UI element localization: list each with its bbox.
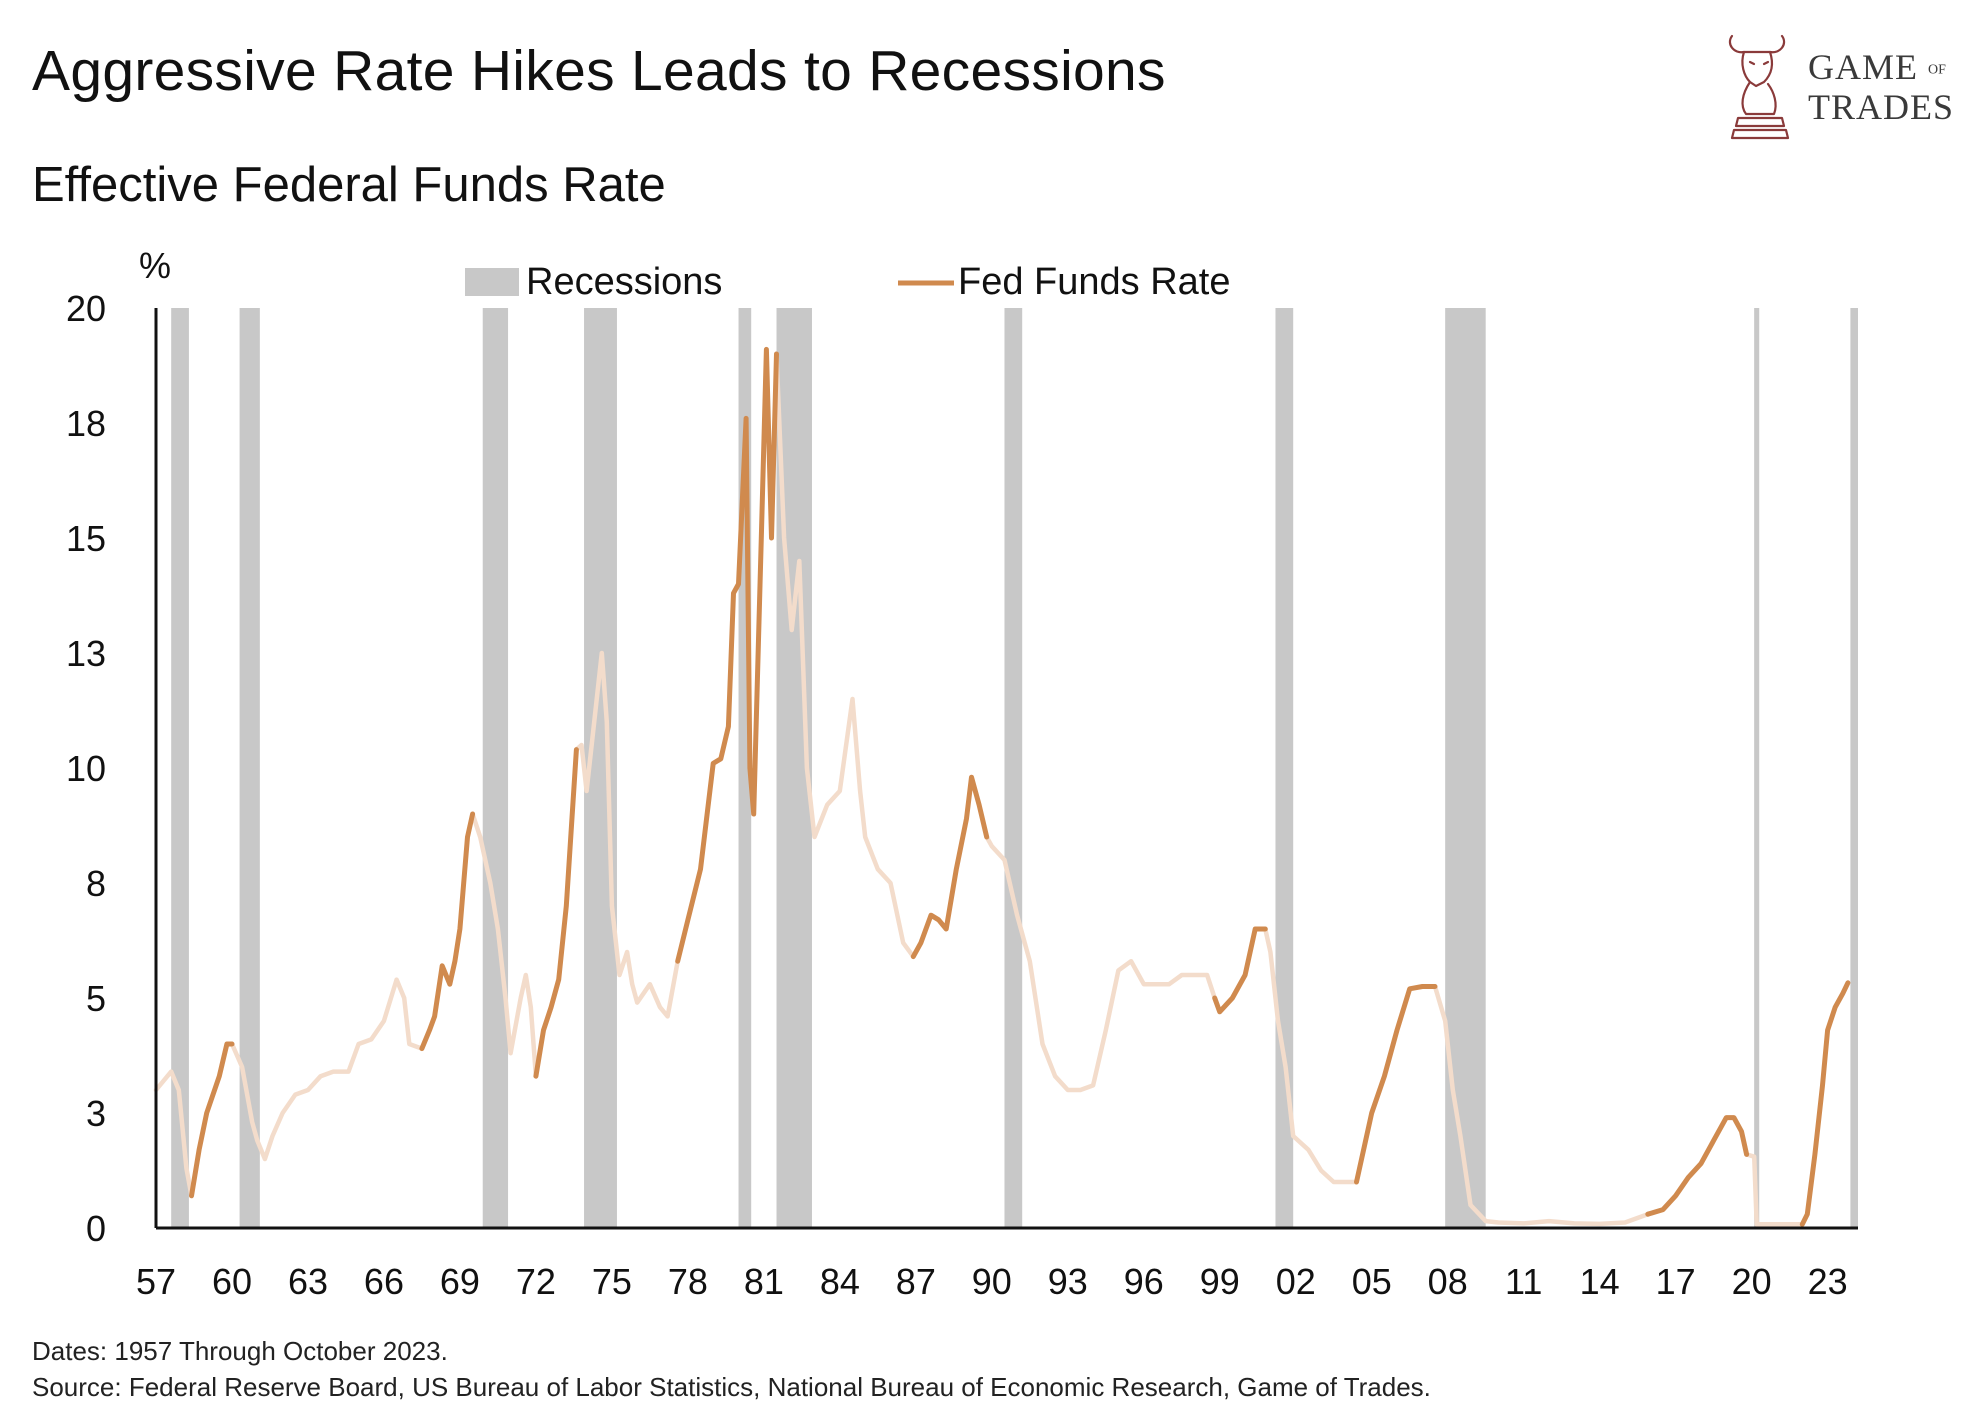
series-line-hike-11	[533, 747, 579, 1079]
legend-rate-label: Fed Funds Rate	[958, 261, 1230, 303]
x-tick-label-19: 14	[1580, 1261, 1620, 1302]
x-tick-label-20: 17	[1656, 1261, 1696, 1302]
x-tick-label-11: 90	[972, 1261, 1012, 1302]
fed-funds-chart: 0 3 5 8 10 13 15 18 20% 57 60 63 66 69 72 75 78 81 84 87 90 9…	[66, 245, 1858, 1302]
series-line-hike-9	[189, 1041, 235, 1199]
legend-recession-label: Recessions	[526, 261, 722, 303]
series-line-4	[774, 351, 916, 959]
y-tick-label-7: 18	[66, 403, 106, 444]
series-line-hike-10	[419, 811, 476, 1052]
recession-band-9	[1754, 308, 1760, 1228]
series-line-5	[984, 834, 1217, 1093]
x-tick-label-3: 66	[364, 1261, 404, 1302]
x-tick-label-0: 57	[136, 1261, 176, 1302]
series-line-8	[1744, 1152, 1805, 1227]
x-tick-label-21: 20	[1732, 1261, 1772, 1302]
x-tick-label-1: 60	[212, 1261, 252, 1302]
x-tick-label-18: 11	[1505, 1261, 1542, 1302]
x-tick-label-17: 08	[1428, 1261, 1468, 1302]
x-tick-label-15: 02	[1276, 1261, 1316, 1302]
logo-line1: GAME OF	[1808, 47, 1946, 87]
x-tick-label-14: 99	[1200, 1261, 1240, 1302]
legend-recession-swatch	[465, 268, 519, 296]
x-tick-label-16: 05	[1352, 1261, 1392, 1302]
series-line-0	[153, 1069, 194, 1199]
bull-chess-knight-icon	[1728, 34, 1790, 140]
x-tick-label-12: 93	[1048, 1261, 1088, 1302]
y-tick-label-5: 13	[66, 633, 106, 674]
x-tick-label-6: 75	[592, 1261, 632, 1302]
x-tick-label-4: 69	[440, 1261, 480, 1302]
x-tick-label-13: 96	[1124, 1261, 1164, 1302]
x-tick-label-2: 63	[288, 1261, 328, 1302]
series-line-hike-13	[910, 774, 990, 960]
x-tick-label-7: 78	[668, 1261, 708, 1302]
recession-band-10	[1850, 308, 1858, 1228]
recession-band-1	[239, 308, 260, 1228]
chart-subtitle: Effective Federal Funds Rate	[32, 158, 666, 212]
series-line-hike-12	[675, 346, 779, 964]
recession-band-2	[482, 308, 509, 1228]
series-line-2	[470, 811, 539, 1079]
dates-note: Dates: 1957 Through October 2023.	[32, 1336, 448, 1366]
chart-title: Aggressive Rate Hikes Leads to Recession…	[32, 39, 1166, 103]
recession-band-7	[1275, 308, 1294, 1228]
series-line-hike-16	[1645, 1115, 1750, 1217]
x-tick-label-8: 81	[744, 1261, 784, 1302]
x-tick-label-10: 87	[896, 1261, 936, 1302]
series-line-6	[1263, 926, 1359, 1185]
x-tick-label-22: 23	[1808, 1261, 1848, 1302]
y-tick-label-8: 20	[66, 288, 106, 329]
source-note: Source: Federal Reserve Board, US Bureau…	[32, 1372, 1431, 1402]
y-tick-label-0: 0	[86, 1208, 106, 1249]
series-line-7	[1432, 984, 1651, 1227]
series-line-hike-14	[1212, 926, 1268, 1015]
series-line-3	[574, 650, 680, 1019]
x-tick-label-5: 72	[516, 1261, 556, 1302]
y-tick-label-6: 15	[66, 518, 106, 559]
series-line-hike-17	[1799, 980, 1851, 1227]
series-line-hike-15	[1354, 984, 1438, 1185]
recession-band-0	[171, 308, 189, 1228]
recession-band-6	[1004, 308, 1023, 1228]
logo-line2: TRADES	[1808, 87, 1955, 127]
x-tick-label-9: 84	[820, 1261, 860, 1302]
y-axis-unit-label: %	[139, 245, 171, 286]
y-tick-label-3: 8	[86, 863, 106, 904]
y-tick-label-4: 10	[66, 748, 106, 789]
y-tick-label-1: 3	[86, 1093, 106, 1134]
y-tick-label-2: 5	[86, 978, 106, 1019]
series-line-1	[229, 977, 425, 1162]
